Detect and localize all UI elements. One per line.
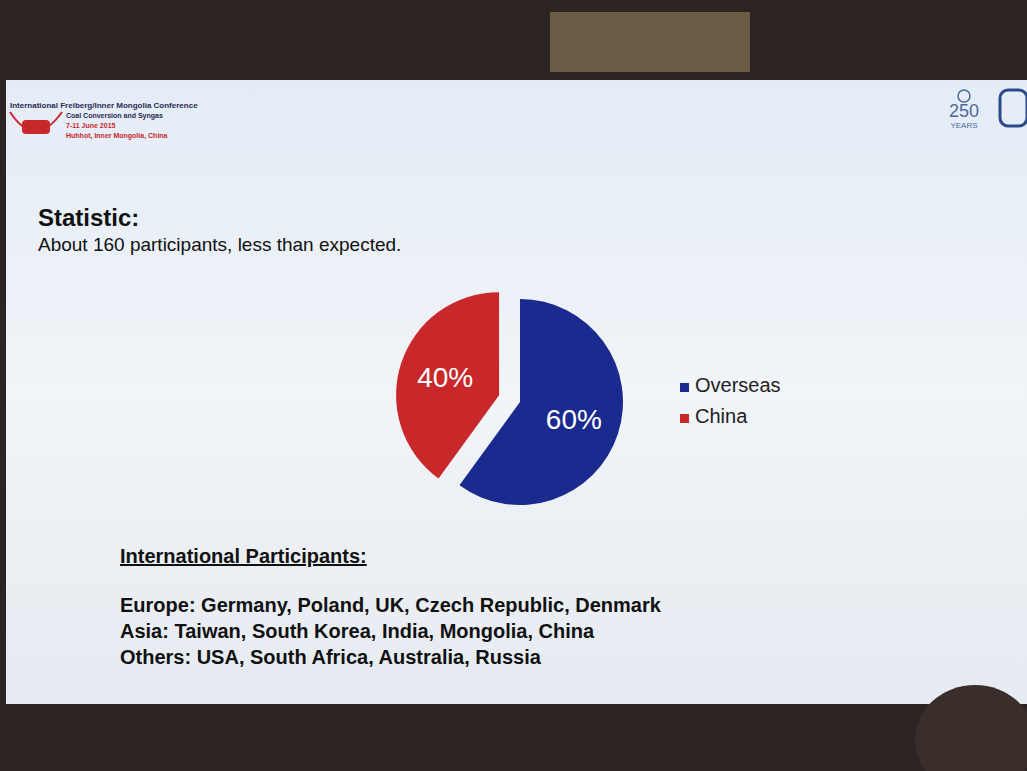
conference-date: 7-11 June 2015 xyxy=(66,122,116,129)
legend-label: Overseas xyxy=(695,374,781,396)
legend-swatch xyxy=(680,414,689,423)
pie-slice xyxy=(396,292,499,478)
logo-map xyxy=(22,120,50,134)
participants-line: Europe: Germany, Poland, UK, Czech Repub… xyxy=(120,594,662,616)
legend: Overseas China xyxy=(680,374,781,427)
room-background xyxy=(0,0,1027,771)
anniversary-number: 250 xyxy=(949,101,979,121)
conference-topic: Coal Conversion and Syngas xyxy=(66,112,163,120)
audience-head xyxy=(915,685,1027,771)
logo-badge xyxy=(1000,90,1027,126)
pie: 60% 40% xyxy=(396,292,623,505)
data-label: 60% xyxy=(546,404,602,435)
participants-heading: International Participants: xyxy=(120,545,367,567)
ceiling-light xyxy=(550,12,750,72)
legend-swatch xyxy=(680,383,689,392)
legend-label: China xyxy=(695,405,748,427)
data-label: 40% xyxy=(417,362,473,393)
screen xyxy=(6,80,1027,704)
participants-line: Asia: Taiwan, South Korea, India, Mongol… xyxy=(120,620,595,642)
subtitle: About 160 participants, less than expect… xyxy=(38,234,401,255)
participants-line: Others: USA, South Africa, Australia, Ru… xyxy=(120,646,542,668)
title: Statistic: xyxy=(38,204,139,231)
anniversary-word: YEARS xyxy=(950,121,977,130)
conference-place: Huhhot, Inner Mongolia, China xyxy=(66,132,168,140)
conference-name: International Freiberg/Inner Mongolia Co… xyxy=(10,101,198,110)
